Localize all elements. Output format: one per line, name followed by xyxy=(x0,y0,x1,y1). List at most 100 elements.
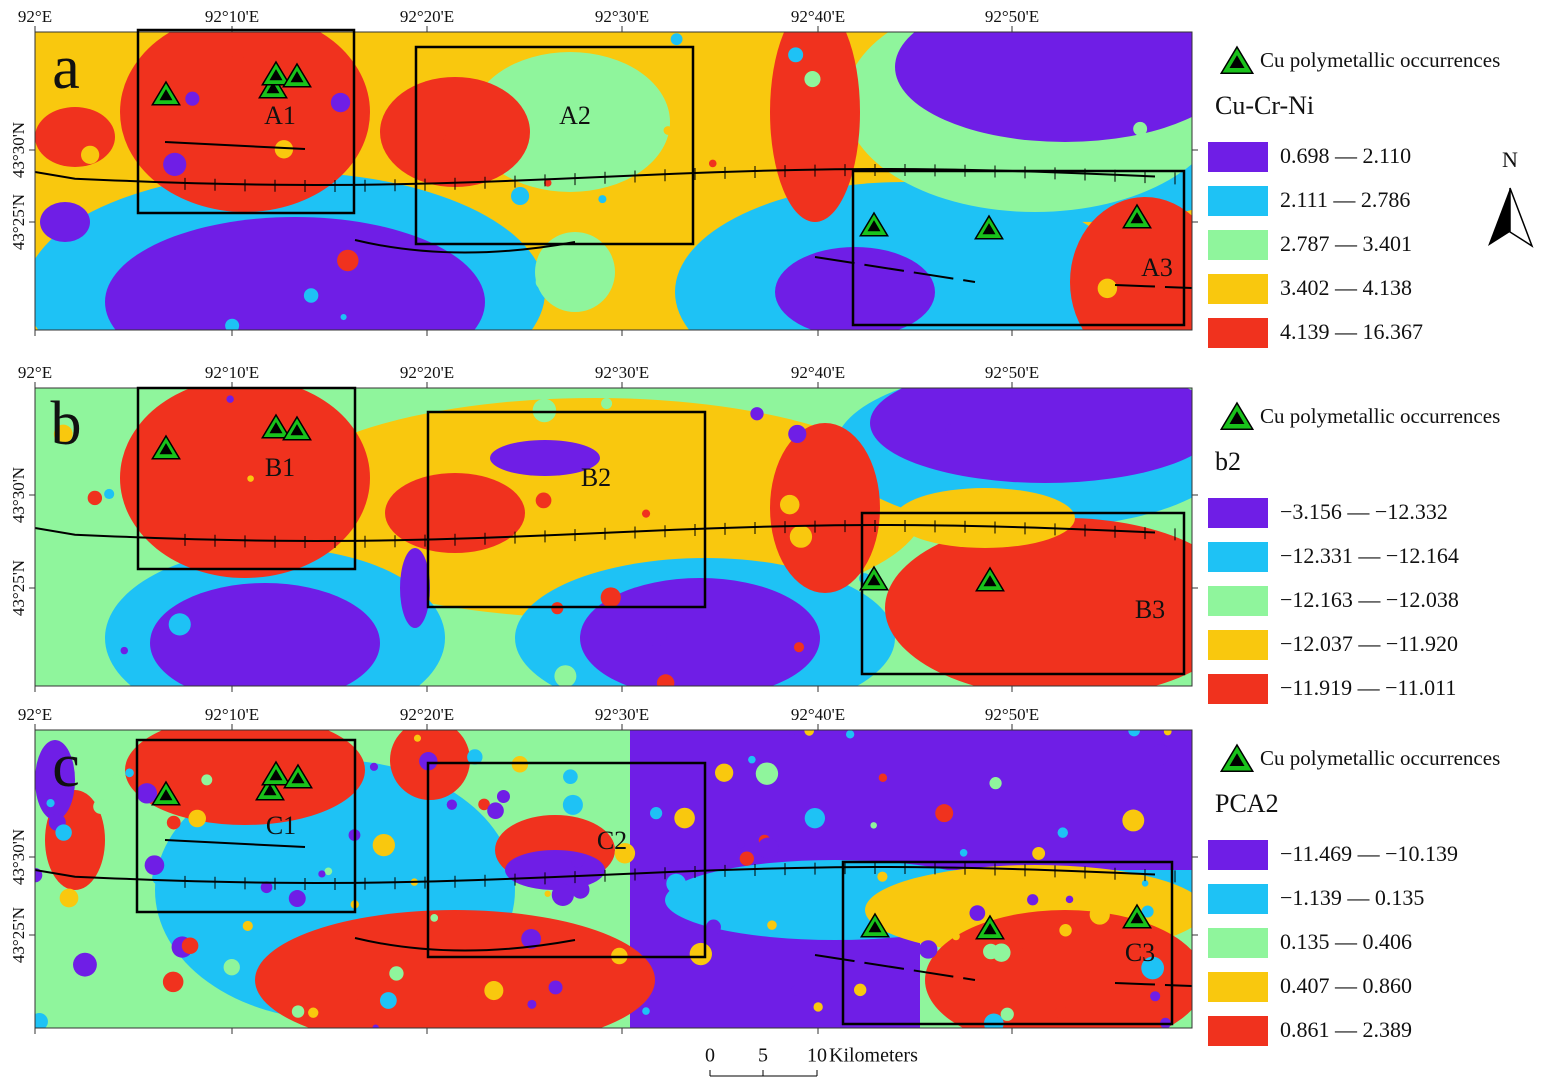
y-tick-label: 43°30'N xyxy=(9,122,28,178)
occurrence-marker-core xyxy=(868,921,882,933)
north-arrow: N xyxy=(1488,147,1534,248)
class-spot xyxy=(788,47,804,63)
class-spot xyxy=(1141,879,1149,887)
x-tick-label: 92°E xyxy=(18,363,52,382)
class-spot xyxy=(870,822,877,829)
class-spot xyxy=(722,141,743,162)
x-tick-label: 92°40'E xyxy=(791,705,845,724)
class-spot xyxy=(878,773,888,782)
legend-swatch xyxy=(1208,186,1268,216)
class-spot xyxy=(166,815,181,830)
panel-label: c xyxy=(52,732,80,800)
class-area xyxy=(490,440,600,476)
north-label: N xyxy=(1502,147,1518,172)
class-area xyxy=(385,473,525,553)
target-box xyxy=(414,45,695,246)
class-spot xyxy=(1150,991,1161,1002)
class-spot xyxy=(1141,956,1165,980)
occurrence-marker-core xyxy=(982,223,996,235)
class-spot xyxy=(551,883,574,906)
class-spot xyxy=(689,942,712,966)
class-spot xyxy=(288,890,306,908)
box-label: B1 xyxy=(265,453,295,482)
legend-label: 0.861 — 2.389 xyxy=(1280,1017,1412,1042)
class-spot xyxy=(247,475,254,482)
x-tick-label: 92°20'E xyxy=(400,7,454,26)
class-spot xyxy=(1133,121,1148,136)
class-spot xyxy=(992,943,1011,962)
class-spot xyxy=(1065,895,1074,904)
class-spot xyxy=(181,937,199,955)
class-spot xyxy=(945,424,955,434)
class-spot xyxy=(845,730,855,739)
class-area xyxy=(895,32,1192,142)
class-spot xyxy=(989,777,1002,790)
box-label: C3 xyxy=(1125,938,1155,967)
y-tick-label: 43°30'N xyxy=(9,467,28,523)
occurrence-marker-core xyxy=(159,89,173,101)
map-panel: 92°E 92°10'E 92°20'E 92°30'E 92°40'E 92°50'E 4… xyxy=(9,363,1500,704)
scale-unit: Kilometers xyxy=(829,1045,918,1067)
class-spot xyxy=(779,494,800,515)
class-spot xyxy=(162,971,184,993)
legend-swatch xyxy=(1208,840,1268,870)
fault-line xyxy=(35,524,1156,542)
class-spot xyxy=(511,756,529,773)
map-field xyxy=(35,32,1192,330)
class-spot xyxy=(598,195,607,204)
legend-title: PCA2 xyxy=(1215,789,1279,818)
fault-line xyxy=(354,239,576,254)
north-arrow-left xyxy=(1488,188,1510,246)
class-spot xyxy=(670,33,683,46)
class-spot xyxy=(656,674,675,686)
scale-tick-label: 10 xyxy=(807,1045,827,1067)
class-spot xyxy=(755,762,779,785)
legend-swatch xyxy=(1208,274,1268,304)
class-spot xyxy=(144,855,165,875)
legend-swatch xyxy=(1208,230,1268,260)
legend-label: 4.139 — 16.367 xyxy=(1280,319,1423,344)
occurrence-marker-core xyxy=(867,574,881,586)
box-label: A3 xyxy=(1141,253,1173,282)
class-spot xyxy=(87,828,101,841)
class-spot xyxy=(650,807,663,820)
target-box xyxy=(136,28,356,215)
class-area xyxy=(770,32,860,222)
class-spot xyxy=(125,768,134,778)
class-spot xyxy=(274,140,294,159)
class-spot xyxy=(1054,1006,1068,1019)
y-tick-label: 43°30'N xyxy=(9,829,28,885)
x-tick-label: 92°E xyxy=(18,7,52,26)
class-spot xyxy=(548,980,563,995)
legend-label: −1.139 — 0.135 xyxy=(1280,885,1424,910)
class-spot xyxy=(324,867,333,876)
class-spot xyxy=(793,642,805,653)
class-spot xyxy=(303,288,319,303)
y-tick-label: 43°25'N xyxy=(9,907,28,963)
occurrence-marker-core xyxy=(269,69,283,81)
class-spot xyxy=(223,959,240,976)
y-tick-label: 43°25'N xyxy=(9,560,28,616)
class-spot xyxy=(484,981,504,1001)
legend-title: Cu-Cr-Ni xyxy=(1215,91,1314,120)
legend-label: 2.787 — 3.401 xyxy=(1280,231,1412,256)
class-spot xyxy=(614,843,636,864)
target-box xyxy=(841,860,1174,1026)
occurrence-marker-core xyxy=(983,923,997,935)
class-spot xyxy=(372,833,395,857)
legend-label: 2.111 — 2.786 xyxy=(1280,187,1410,212)
legend-label: −11.469 — −10.139 xyxy=(1280,841,1458,866)
occurrence-marker-core xyxy=(1229,55,1245,68)
x-tick-label: 92°50'E xyxy=(985,363,1039,382)
legend-swatch xyxy=(1208,630,1268,660)
scale-bar: 0 5 10 Kilometers xyxy=(705,1045,918,1077)
map-frame xyxy=(34,729,1193,1029)
class-spot xyxy=(932,931,943,942)
class-spot xyxy=(663,126,673,135)
box-label: A2 xyxy=(559,101,591,130)
box-label: A1 xyxy=(264,101,296,130)
class-spot xyxy=(877,871,888,882)
class-spot xyxy=(666,873,687,894)
target-box xyxy=(426,761,707,959)
